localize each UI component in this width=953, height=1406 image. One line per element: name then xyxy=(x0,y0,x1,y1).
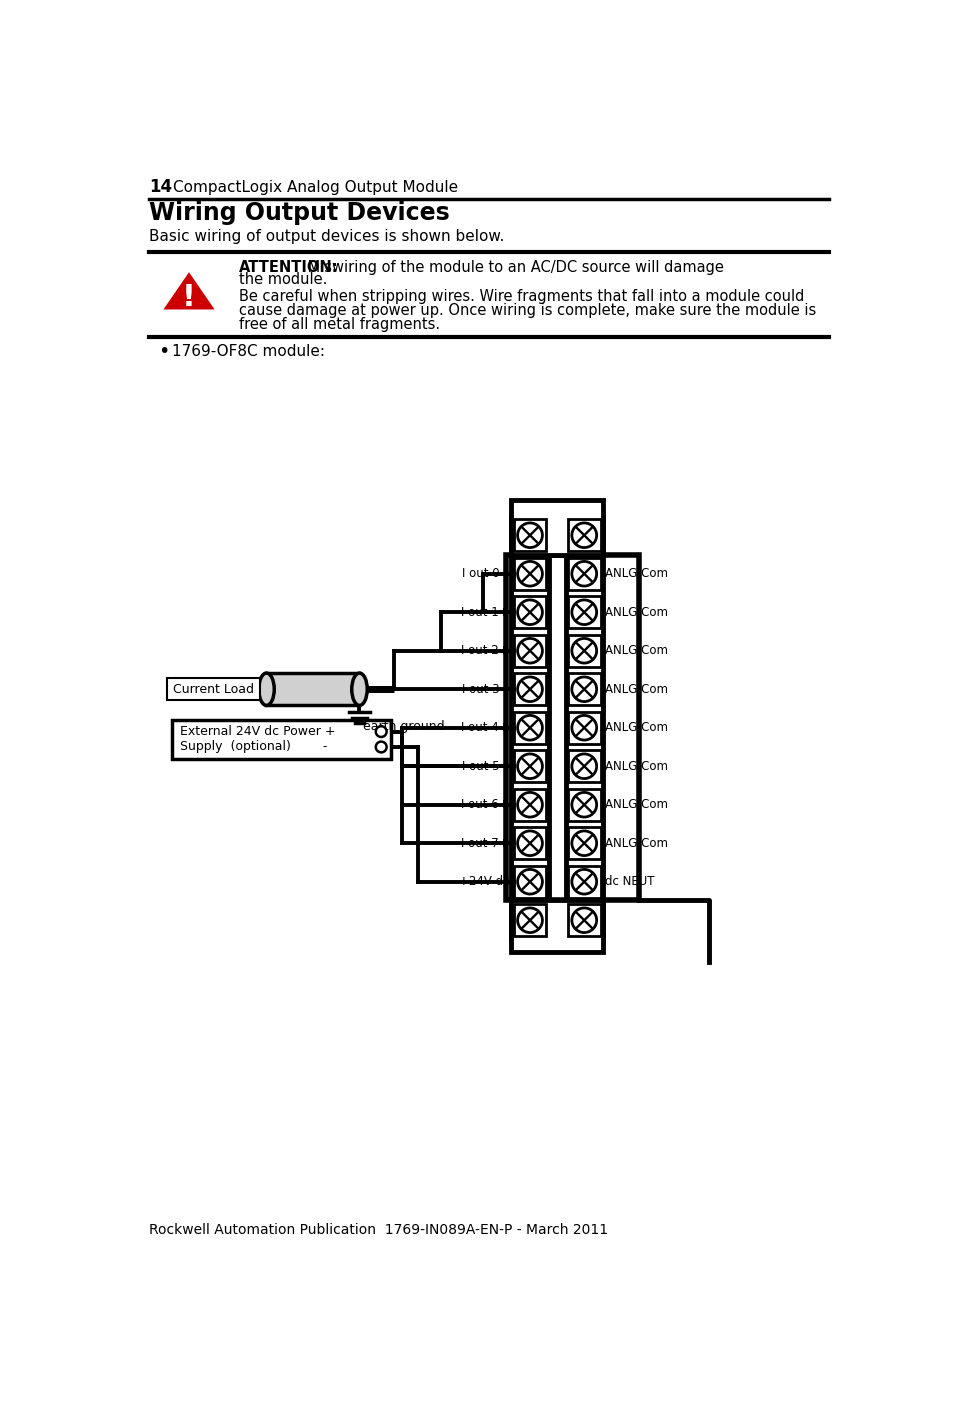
Text: ANLG Com: ANLG Com xyxy=(604,721,667,734)
Circle shape xyxy=(571,754,596,779)
Bar xyxy=(513,596,546,628)
Text: Current Load: Current Load xyxy=(173,683,254,696)
Text: Be careful when stripping wires. Wire fragments that fall into a module could: Be careful when stripping wires. Wire fr… xyxy=(239,290,804,304)
Circle shape xyxy=(571,523,596,547)
Ellipse shape xyxy=(352,673,367,706)
Circle shape xyxy=(517,869,542,894)
Bar xyxy=(567,711,599,744)
Bar xyxy=(567,519,599,551)
Text: ANLG Com: ANLG Com xyxy=(604,567,667,581)
Text: I out 0+: I out 0+ xyxy=(461,567,509,581)
Circle shape xyxy=(517,908,542,932)
Text: Supply  (optional)        -: Supply (optional) - xyxy=(179,741,327,754)
Bar xyxy=(513,519,546,551)
Text: dc NEUT: dc NEUT xyxy=(604,876,654,889)
Bar xyxy=(513,634,546,666)
Text: External 24V dc Power +: External 24V dc Power + xyxy=(179,725,335,738)
Circle shape xyxy=(571,676,596,702)
Bar xyxy=(567,827,599,859)
Circle shape xyxy=(571,716,596,740)
Text: Wiring Output Devices: Wiring Output Devices xyxy=(149,201,449,225)
Text: 1769-OF8C module:: 1769-OF8C module: xyxy=(172,344,325,360)
Circle shape xyxy=(571,600,596,624)
Bar xyxy=(172,720,390,759)
Bar xyxy=(511,517,548,939)
Bar xyxy=(167,679,260,700)
Circle shape xyxy=(571,561,596,586)
Circle shape xyxy=(571,908,596,932)
Text: cause damage at power up. Once wiring is complete, make sure the module is: cause damage at power up. Once wiring is… xyxy=(239,302,816,318)
Bar xyxy=(513,749,546,782)
Circle shape xyxy=(375,727,386,737)
Bar xyxy=(567,789,599,821)
Ellipse shape xyxy=(258,673,274,706)
Text: ANLG Com: ANLG Com xyxy=(604,799,667,811)
Text: I out 3+: I out 3+ xyxy=(461,683,509,696)
Bar xyxy=(511,499,602,555)
Bar xyxy=(513,904,546,936)
Bar xyxy=(513,711,546,744)
Bar xyxy=(565,517,602,939)
Circle shape xyxy=(517,676,542,702)
Text: ANLG Com: ANLG Com xyxy=(604,683,667,696)
Bar xyxy=(513,673,546,706)
Bar xyxy=(505,555,639,900)
Text: ANLG Com: ANLG Com xyxy=(604,606,667,619)
Circle shape xyxy=(517,754,542,779)
Circle shape xyxy=(571,869,596,894)
Text: free of all metal fragments.: free of all metal fragments. xyxy=(239,316,440,332)
Text: I out 5+: I out 5+ xyxy=(461,759,509,773)
Circle shape xyxy=(517,600,542,624)
Text: ANLG Com: ANLG Com xyxy=(604,644,667,657)
Circle shape xyxy=(517,561,542,586)
Bar xyxy=(567,634,599,666)
Text: CompactLogix Analog Output Module: CompactLogix Analog Output Module xyxy=(173,180,458,194)
Text: •: • xyxy=(158,343,170,361)
Text: I out 4+: I out 4+ xyxy=(461,721,509,734)
Text: ANLG Com: ANLG Com xyxy=(604,759,667,773)
Text: Rockwell Automation Publication  1769-IN089A-EN-P - March 2011: Rockwell Automation Publication 1769-IN0… xyxy=(149,1223,607,1237)
Circle shape xyxy=(517,523,542,547)
Text: +24V dc: +24V dc xyxy=(458,876,509,889)
Text: 14: 14 xyxy=(149,179,172,197)
Bar xyxy=(266,673,359,706)
Text: ATTENTION:: ATTENTION: xyxy=(239,260,338,274)
Text: Miswiring of the module to an AC/DC source will damage: Miswiring of the module to an AC/DC sour… xyxy=(303,260,723,274)
Bar xyxy=(511,900,602,952)
Bar xyxy=(513,866,546,898)
Text: !: ! xyxy=(182,283,195,312)
Text: I out 7+: I out 7+ xyxy=(461,837,509,849)
Polygon shape xyxy=(163,273,214,309)
Bar xyxy=(567,596,599,628)
Text: I out 6+: I out 6+ xyxy=(461,799,509,811)
Bar xyxy=(513,558,546,591)
Circle shape xyxy=(517,638,542,664)
Circle shape xyxy=(571,793,596,817)
Bar xyxy=(567,866,599,898)
Text: earth ground: earth ground xyxy=(363,720,444,733)
Text: the module.: the module. xyxy=(239,273,328,287)
Bar xyxy=(567,749,599,782)
Bar xyxy=(567,904,599,936)
Circle shape xyxy=(375,741,386,752)
Bar xyxy=(567,673,599,706)
Text: Basic wiring of output devices is shown below.: Basic wiring of output devices is shown … xyxy=(149,229,503,245)
Circle shape xyxy=(571,831,596,856)
Circle shape xyxy=(517,793,542,817)
Bar xyxy=(513,827,546,859)
Text: I out 2+: I out 2+ xyxy=(461,644,509,657)
Text: ANLG Com: ANLG Com xyxy=(604,837,667,849)
Bar xyxy=(567,558,599,591)
Text: I out 1+: I out 1+ xyxy=(461,606,509,619)
Circle shape xyxy=(517,831,542,856)
Bar xyxy=(513,789,546,821)
Circle shape xyxy=(517,716,542,740)
Circle shape xyxy=(571,638,596,664)
